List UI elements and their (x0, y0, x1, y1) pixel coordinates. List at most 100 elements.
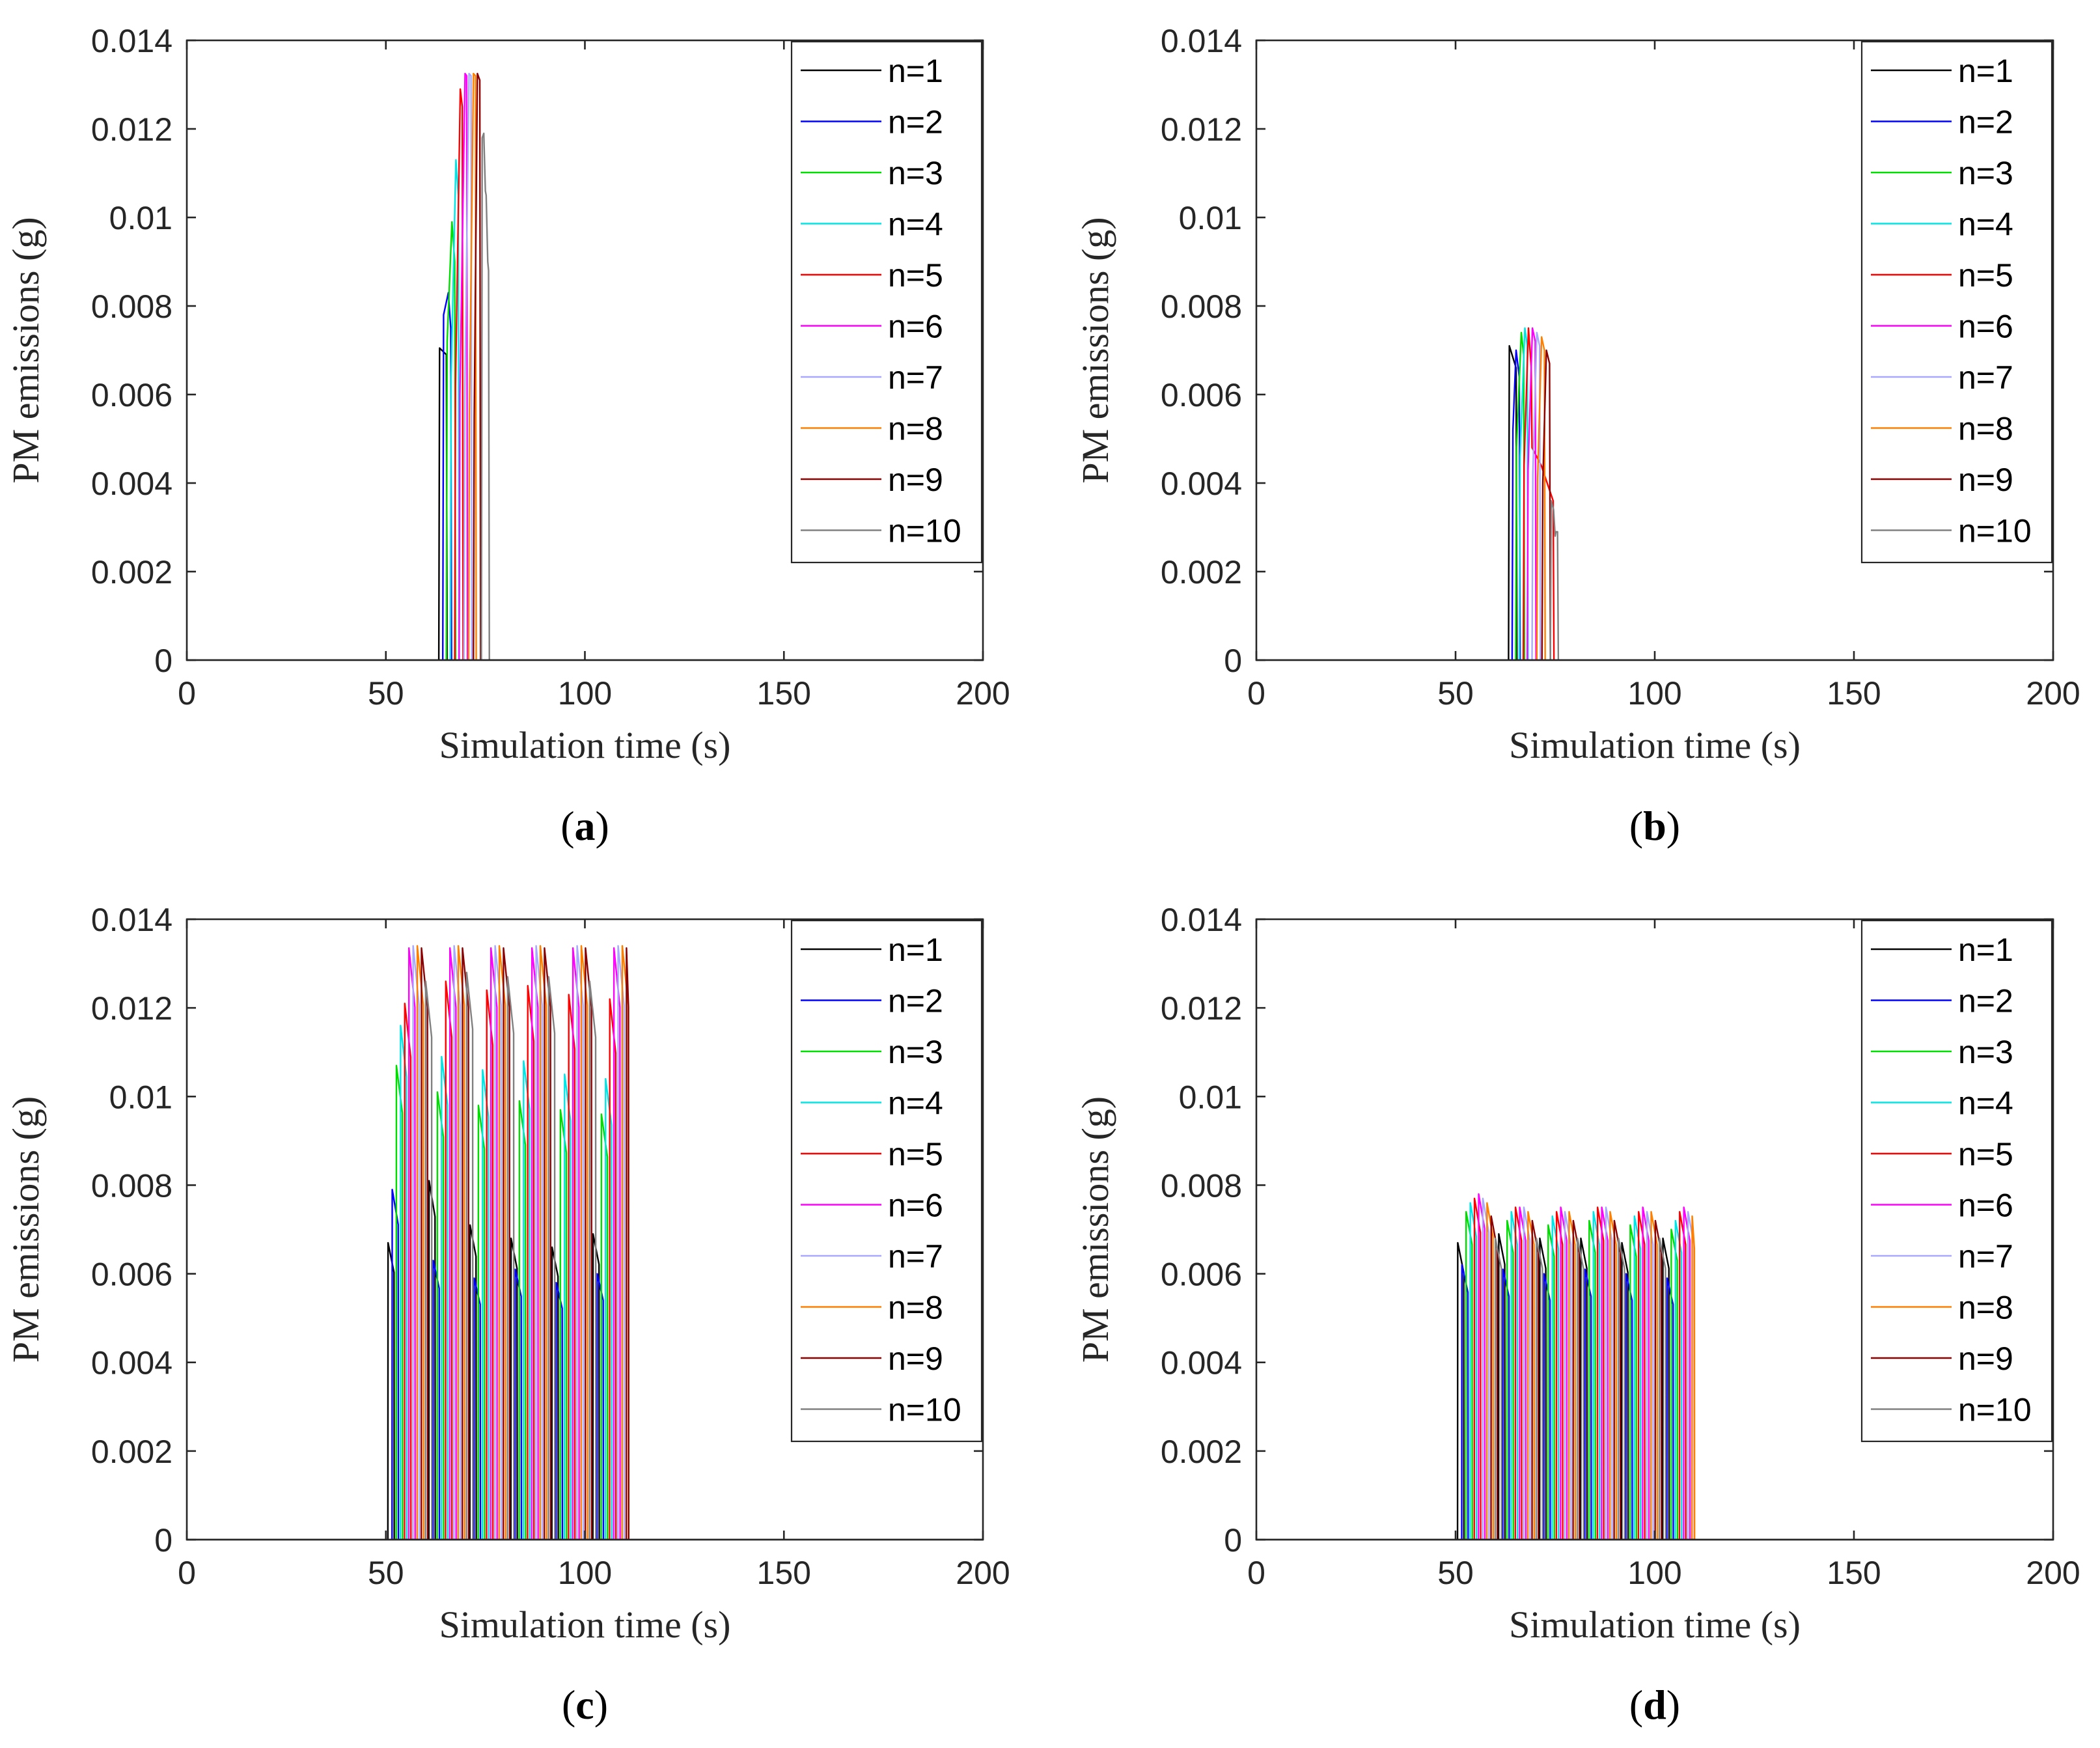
legend-entry-label: n=8 (1958, 411, 2013, 447)
x-tick-label: 150 (1827, 1555, 1881, 1591)
y-tick-label: 0.008 (91, 1167, 173, 1204)
x-tick-label: 200 (2026, 675, 2080, 712)
legend-entry-label: n=8 (888, 411, 943, 447)
legend-entry-label: n=10 (888, 1392, 961, 1428)
legend-entry-label: n=4 (888, 206, 943, 243)
series-line-10 (1549, 500, 1560, 660)
legend-entry-label: n=9 (888, 1340, 943, 1377)
y-tick-label: 0.012 (1161, 111, 1242, 148)
panel-label: (c) (562, 1682, 608, 1728)
y-tick-label: 0.008 (1161, 288, 1242, 325)
y-tick-label: 0.006 (91, 1256, 173, 1293)
y-tick-label: 0.006 (1161, 1256, 1242, 1293)
x-tick-label: 50 (368, 1555, 404, 1591)
legend-entry-label: n=4 (1958, 1085, 2013, 1122)
y-axis-title: PM emissions (g) (1074, 217, 1116, 483)
y-tick-label: 0.004 (1161, 465, 1242, 502)
legend-entry-label: n=6 (888, 309, 943, 345)
legend-entry-label: n=1 (1958, 932, 2013, 968)
chart-panel-a: 0 50 100 150 200 0 0.002 0.004 0.006 0.008 0.01 0.0… (5, 23, 1010, 849)
x-tick-label: 100 (558, 1555, 612, 1591)
y-tick-label: 0.008 (91, 288, 173, 325)
y-tick-label: 0.014 (91, 902, 173, 938)
y-tick-label: 0.01 (1179, 1079, 1242, 1115)
x-tick-label: 200 (956, 675, 1010, 712)
legend-entry-label: n=2 (1958, 104, 2013, 141)
legend-box (790, 40, 983, 564)
legend-entry-label: n=8 (1958, 1290, 2013, 1326)
legend-entry-label: n=2 (888, 104, 943, 141)
x-tick-label: 200 (956, 1555, 1010, 1591)
y-tick-label: 0.004 (1161, 1345, 1242, 1381)
y-tick-label: 0.008 (1161, 1167, 1242, 1204)
series-lines (1256, 1193, 2053, 1540)
series-lines (1256, 327, 2053, 660)
y-tick-label: 0.01 (109, 200, 173, 236)
series-line-5 (1522, 327, 1555, 660)
legend-entry-label: n=5 (888, 1136, 943, 1172)
legend-entry-label: n=3 (888, 155, 943, 191)
y-tick-label: 0.01 (1179, 200, 1242, 236)
y-tick-label: 0.012 (1161, 990, 1242, 1027)
series-line-5 (454, 88, 464, 660)
series-line-7 (1531, 331, 1541, 660)
legend-entry-label: n=6 (888, 1187, 943, 1224)
legend: n=1 n=2 n=3 n=4 n=5 n=6 n=7 n=8 n=9 n=10 (1860, 919, 2053, 1443)
legend-entry-label: n=7 (1958, 1238, 2013, 1275)
x-axis-title: Simulation time (s) (439, 1603, 731, 1646)
chart-panel-d: 0 50 100 150 200 0 0.002 0.004 0.006 0.008 0.01 0.0… (1074, 902, 2080, 1728)
y-tick-label: 0 (1224, 1522, 1242, 1559)
series-lines (187, 72, 983, 660)
y-axis-title: PM emissions (g) (1074, 1096, 1116, 1363)
x-tick-label: 50 (368, 675, 404, 712)
y-tick-label: 0.006 (1161, 377, 1242, 413)
y-tick-label: 0.014 (1161, 23, 1242, 59)
series-line-8 (1536, 336, 1546, 660)
legend-entry-label: n=1 (888, 932, 943, 968)
y-axis-title: PM emissions (g) (5, 217, 47, 483)
legend-box (790, 919, 983, 1443)
series-line-9 (1541, 349, 1551, 660)
y-tick-label: 0 (1224, 643, 1242, 679)
legend-entry-label: n=9 (888, 462, 943, 498)
y-tick-label: 0.012 (91, 990, 173, 1027)
x-tick-label: 200 (2026, 1555, 2080, 1591)
series-line-10 (387, 971, 629, 1540)
chart-panel-b: 0 50 100 150 200 0 0.002 0.004 0.006 0.008 0.01 0.0… (1074, 23, 2080, 849)
x-tick-label: 150 (1827, 675, 1881, 712)
x-tick-label: 100 (1627, 675, 1681, 712)
legend-entry-label: n=1 (888, 53, 943, 89)
legend-entry-label: n=7 (888, 359, 943, 396)
y-tick-label: 0.014 (91, 23, 173, 59)
y-tick-label: 0.002 (91, 1434, 173, 1470)
y-tick-label: 0 (154, 643, 173, 679)
x-tick-label: 150 (757, 675, 811, 712)
x-tick-label: 0 (1247, 1555, 1265, 1591)
x-axis-title: Simulation time (s) (1509, 724, 1801, 766)
legend-entry-label: n=9 (1958, 1340, 2013, 1377)
legend-entry-label: n=5 (1958, 1136, 2013, 1172)
legend-entry-label: n=3 (888, 1034, 943, 1070)
legend-entry-label: n=3 (1958, 155, 2013, 191)
series-lines (187, 945, 983, 1540)
legend-entry-label: n=3 (1958, 1034, 2013, 1070)
chart-panel-c: 0 50 100 150 200 0 0.002 0.004 0.006 0.008 0.01 0.0… (5, 902, 1010, 1728)
legend-entry-label: n=6 (1958, 1187, 2013, 1224)
legend-entry-label: n=1 (1958, 53, 2013, 89)
legend-entry-label: n=5 (888, 257, 943, 294)
x-tick-label: 50 (1437, 675, 1474, 712)
legend-entry-label: n=10 (888, 513, 961, 549)
y-tick-label: 0.004 (91, 465, 173, 502)
legend-entry-label: n=7 (1958, 359, 2013, 396)
legend-box (1860, 919, 2053, 1443)
y-axis-title: PM emissions (g) (5, 1096, 47, 1363)
series-line-4 (1518, 327, 1529, 660)
legend-entry-label: n=2 (1958, 983, 2013, 1020)
y-tick-label: 0.002 (91, 554, 173, 590)
x-tick-label: 50 (1437, 1555, 1474, 1591)
legend-entry-label: n=7 (888, 1238, 943, 1275)
legend-entry-label: n=8 (888, 1290, 943, 1326)
x-tick-label: 100 (1627, 1555, 1681, 1591)
x-tick-label: 0 (178, 1555, 196, 1591)
